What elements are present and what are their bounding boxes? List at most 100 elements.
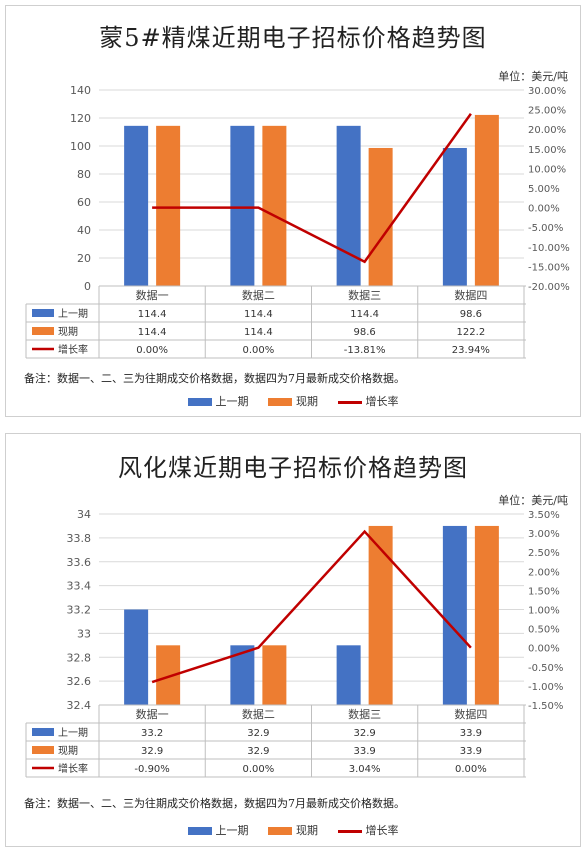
data-label: 98.6 <box>460 309 482 320</box>
y2-tick-label: 30.00% <box>528 86 566 97</box>
bar-prev <box>124 609 149 705</box>
data-label: -0.90% <box>134 764 169 775</box>
bar-prev <box>336 125 361 286</box>
legend-item-growth: 增长率 <box>337 393 399 409</box>
chart-panel-coking-coal: 蒙5#精煤近期电子招标价格趋势图 单位：美元/吨 0 20 40 60 80 100 120… <box>5 5 581 417</box>
table-row-label: 现期 <box>58 326 78 338</box>
data-label: 114.4 <box>350 309 379 320</box>
bar-prev <box>230 645 255 705</box>
table-swatch-prev <box>32 728 54 736</box>
chart-plot-area: 32.4 32.6 32.8 33 33.2 33.4 33.6 33.8 34 -1.50% -1… <box>25 508 563 778</box>
legend-item-growth: 增长率 <box>337 822 399 838</box>
data-label: 33.9 <box>353 746 375 757</box>
legend-item-curr: 现期 <box>268 822 318 838</box>
table-swatch-curr <box>32 327 54 335</box>
y-tick-label: 40 <box>77 224 91 237</box>
x-tick-label: 数据四 <box>454 288 487 302</box>
x-tick-label: 数据一 <box>136 288 169 302</box>
y-tick-label: 60 <box>77 196 91 209</box>
bar-prev <box>442 147 467 286</box>
data-label: 33.2 <box>141 728 163 739</box>
y-tick-label: 80 <box>77 168 91 181</box>
bar-curr <box>368 525 393 705</box>
y-tick-label: 32.4 <box>67 699 92 712</box>
y2-tick-label: 1.50% <box>528 586 560 597</box>
data-label: 114.4 <box>138 309 167 320</box>
bar-prev <box>336 645 361 705</box>
legend-item-curr: 现期 <box>268 393 318 409</box>
y2-tick-label: -10.00% <box>528 243 570 254</box>
y2-tick-label: 20.00% <box>528 125 566 136</box>
data-label: 0.00% <box>136 345 168 356</box>
legend-label-growth: 增长率 <box>365 395 399 408</box>
data-label: 32.9 <box>353 728 375 739</box>
y2-tick-label: 3.00% <box>528 529 560 540</box>
table-row-label: 上一期 <box>58 308 88 320</box>
bar-curr <box>368 147 393 286</box>
legend-line-growth <box>337 829 362 833</box>
chart-legend: 上一期 现期 增长率 <box>6 822 580 838</box>
line-growth <box>151 529 472 684</box>
bar-prev <box>124 125 149 286</box>
chart-legend: 上一期 现期 增长率 <box>6 393 580 409</box>
y2-tick-label: -5.00% <box>528 223 563 234</box>
data-label: 32.9 <box>247 728 269 739</box>
data-label: 32.9 <box>247 746 269 757</box>
legend-label-curr: 现期 <box>296 824 318 837</box>
legend-line-growth <box>337 400 362 404</box>
bar-curr <box>262 125 287 286</box>
unit-label: 单位：美元/吨 <box>498 70 568 83</box>
table-swatch-curr <box>32 746 54 754</box>
data-label: 0.00% <box>455 764 487 775</box>
legend-label-prev: 上一期 <box>215 824 249 837</box>
data-label: 122.2 <box>457 327 486 338</box>
line-growth <box>152 113 472 264</box>
y2-tick-label: 0.00% <box>528 204 560 215</box>
data-label: 0.00% <box>242 345 274 356</box>
y2-tick-label: 5.00% <box>528 184 560 195</box>
y2-tick-label: -1.00% <box>528 682 563 693</box>
data-label: 23.94% <box>452 345 490 356</box>
data-label: 32.9 <box>141 746 163 757</box>
bar-curr <box>474 114 499 286</box>
table-swatch-prev <box>32 309 54 317</box>
bar-prev <box>442 525 467 705</box>
y2-tick-label: 2.50% <box>528 548 560 559</box>
data-label: 114.4 <box>244 327 273 338</box>
data-label: 114.4 <box>244 309 273 320</box>
chart-title: 风化煤近期电子招标价格趋势图 <box>118 454 468 482</box>
data-label: 3.04% <box>349 764 381 775</box>
chart-title: 蒙5#精煤近期电子招标价格趋势图 <box>99 24 487 52</box>
x-tick-label: 数据三 <box>348 288 381 302</box>
bar-curr <box>262 645 287 705</box>
y2-tick-label: 25.00% <box>528 106 566 117</box>
legend-swatch-curr <box>268 827 292 835</box>
chart-note: 备注：数据一、二、三为往期成交价格数据，数据四为7月最新成交价格数据。 <box>24 372 405 385</box>
y-tick-label: 33.2 <box>67 604 92 617</box>
y-tick-label: 20 <box>77 252 91 265</box>
legend-item-prev: 上一期 <box>187 822 249 838</box>
y-tick-label: 120 <box>70 112 91 125</box>
y-tick-label: 140 <box>70 84 91 97</box>
x-tick-label: 数据三 <box>348 707 381 721</box>
x-tick-label: 数据四 <box>454 707 487 721</box>
x-tick-label: 数据二 <box>242 288 275 302</box>
data-label: 98.6 <box>353 327 375 338</box>
y2-tick-label: 15.00% <box>528 145 566 156</box>
legend-label-curr: 现期 <box>296 395 318 408</box>
y2-tick-label: -20.00% <box>528 282 570 293</box>
bar-prev <box>230 125 255 286</box>
y-tick-label: 33.6 <box>67 556 92 569</box>
chart-note: 备注：数据一、二、三为往期成交价格数据，数据四为7月最新成交价格数据。 <box>24 797 405 810</box>
y2-tick-label: 0.50% <box>528 625 560 636</box>
data-label: -13.81% <box>344 345 386 356</box>
y2-tick-label: -15.00% <box>528 262 570 273</box>
table-row-label: 上一期 <box>58 727 88 739</box>
x-tick-label: 数据一 <box>136 707 169 721</box>
data-label: 33.9 <box>460 746 482 757</box>
legend-label-prev: 上一期 <box>215 395 249 408</box>
y-tick-label: 0 <box>84 280 91 293</box>
table-row-label: 增长率 <box>58 762 88 775</box>
legend-label-growth: 增长率 <box>365 824 399 837</box>
y-tick-label: 34 <box>77 508 91 521</box>
